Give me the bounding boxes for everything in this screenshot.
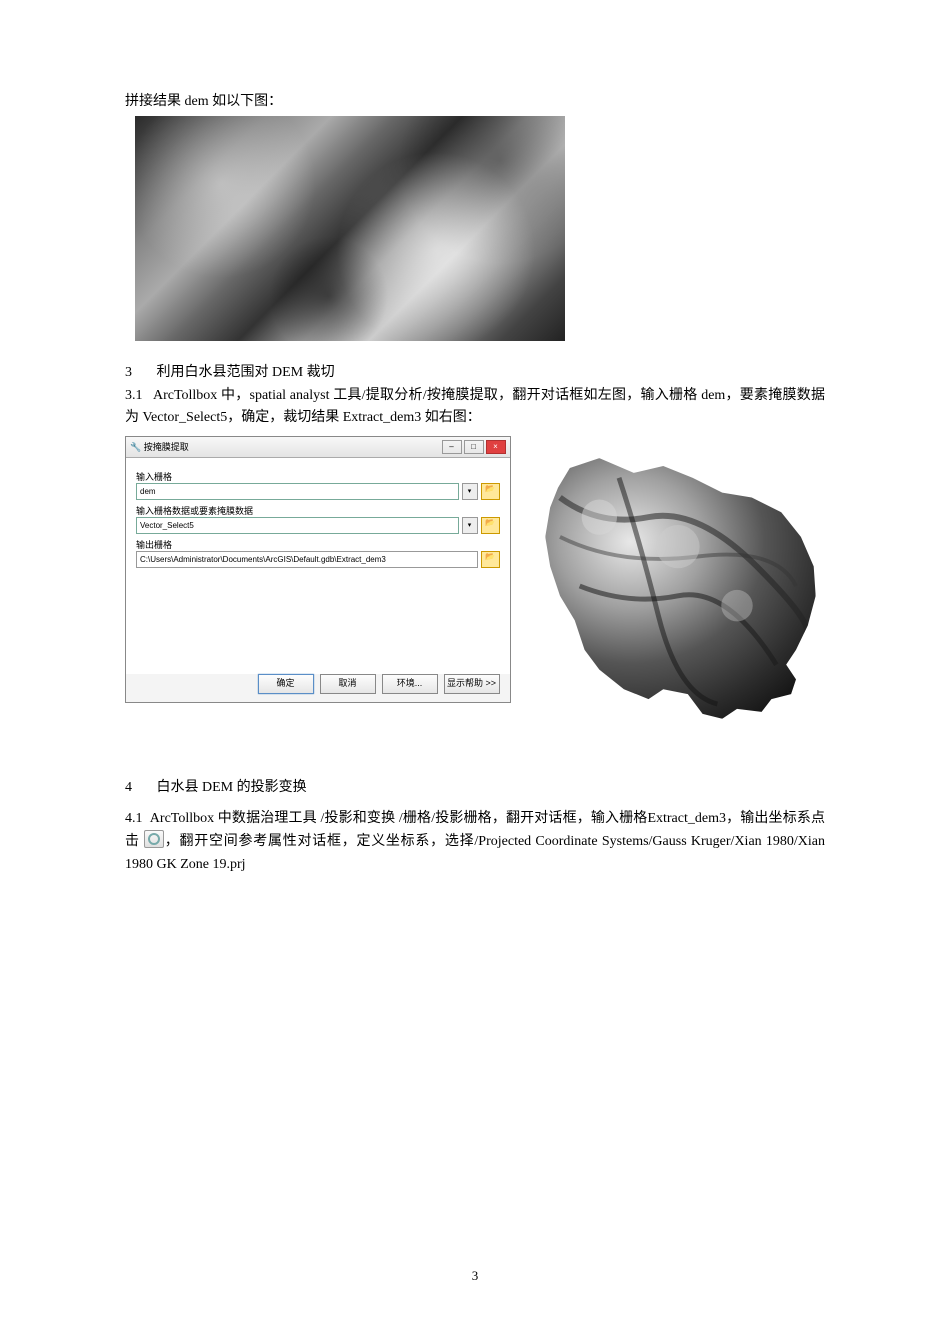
label-input-raster: 输入栅格	[136, 470, 500, 483]
ok-button[interactable]: 确定	[258, 674, 314, 694]
output-browse[interactable]: 📂	[481, 551, 500, 568]
max-button[interactable]: □	[464, 440, 484, 454]
output-raster-field[interactable]: C:\Users\Administrator\Documents\ArcGIS\…	[136, 551, 478, 568]
input-raster-browse[interactable]: 📂	[481, 483, 500, 500]
mosaic-caption: 拼接结果 dem 如以下图：	[125, 90, 825, 110]
extract-by-mask-dialog: 🔧 按掩膜提取 – □ × 输入栅格 dem ▾ 📂 输入栅格数据或要素掩膜数据…	[125, 436, 511, 703]
section-3-paragraph: 3.1 ArcTollbox 中，spatial analyst 工具/提取分析…	[125, 385, 825, 430]
section-3-title: 利用白水县范围对 DEM 裁切	[157, 365, 335, 380]
section-4-paragraph: 4.1 ArcTollbox 中数据治理工具 /投影和变换 /栅格/投影栅格，翻…	[125, 808, 825, 876]
mosaic-dem-figure	[135, 116, 565, 341]
label-output-raster: 输出栅格	[136, 538, 500, 551]
para-3-1-num: 3.1	[125, 388, 143, 403]
section-4-title: 白水县 DEM 的投影变换	[157, 780, 307, 795]
dialog-titlebar: 🔧 按掩膜提取 – □ ×	[126, 437, 510, 458]
para-4-1-text-b: ，翻开空间参考属性对话框，定义坐标系，选择/Projected Coordina…	[125, 834, 825, 871]
mask-dropdown[interactable]: ▾	[462, 517, 478, 534]
dialog-title: 🔧 按掩膜提取	[130, 440, 189, 453]
page-number: 3	[0, 1268, 950, 1284]
window-buttons: – □ ×	[442, 440, 506, 454]
env-button[interactable]: 环境...	[382, 674, 438, 694]
clip-result-figure	[501, 436, 826, 736]
para-4-1-num: 4.1	[125, 811, 143, 826]
input-raster-field[interactable]: dem	[136, 483, 459, 500]
figure-row: 🔧 按掩膜提取 – □ × 输入栅格 dem ▾ 📂 输入栅格数据或要素掩膜数据…	[125, 436, 825, 736]
dialog-footer: 确定 取消 环境... 显示帮助 >>	[258, 674, 500, 694]
para-3-1-text: ArcTollbox 中，spatial analyst 工具/提取分析/按掩膜…	[125, 388, 825, 425]
mask-browse[interactable]: 📂	[481, 517, 500, 534]
cancel-button[interactable]: 取消	[320, 674, 376, 694]
input-raster-dropdown[interactable]: ▾	[462, 483, 478, 500]
min-button[interactable]: –	[442, 440, 462, 454]
section-3-num: 3	[125, 365, 153, 381]
section-4-heading: 4 白水县 DEM 的投影变换	[125, 776, 825, 796]
mask-field[interactable]: Vector_Select5	[136, 517, 459, 534]
dialog-body: 输入栅格 dem ▾ 📂 输入栅格数据或要素掩膜数据 Vector_Select…	[126, 458, 510, 674]
spatial-ref-icon	[144, 830, 164, 848]
section-4-num: 4	[125, 780, 153, 796]
label-mask: 输入栅格数据或要素掩膜数据	[136, 504, 500, 517]
section-3-heading: 3 利用白水县范围对 DEM 裁切	[125, 361, 825, 381]
help-button[interactable]: 显示帮助 >>	[444, 674, 500, 694]
